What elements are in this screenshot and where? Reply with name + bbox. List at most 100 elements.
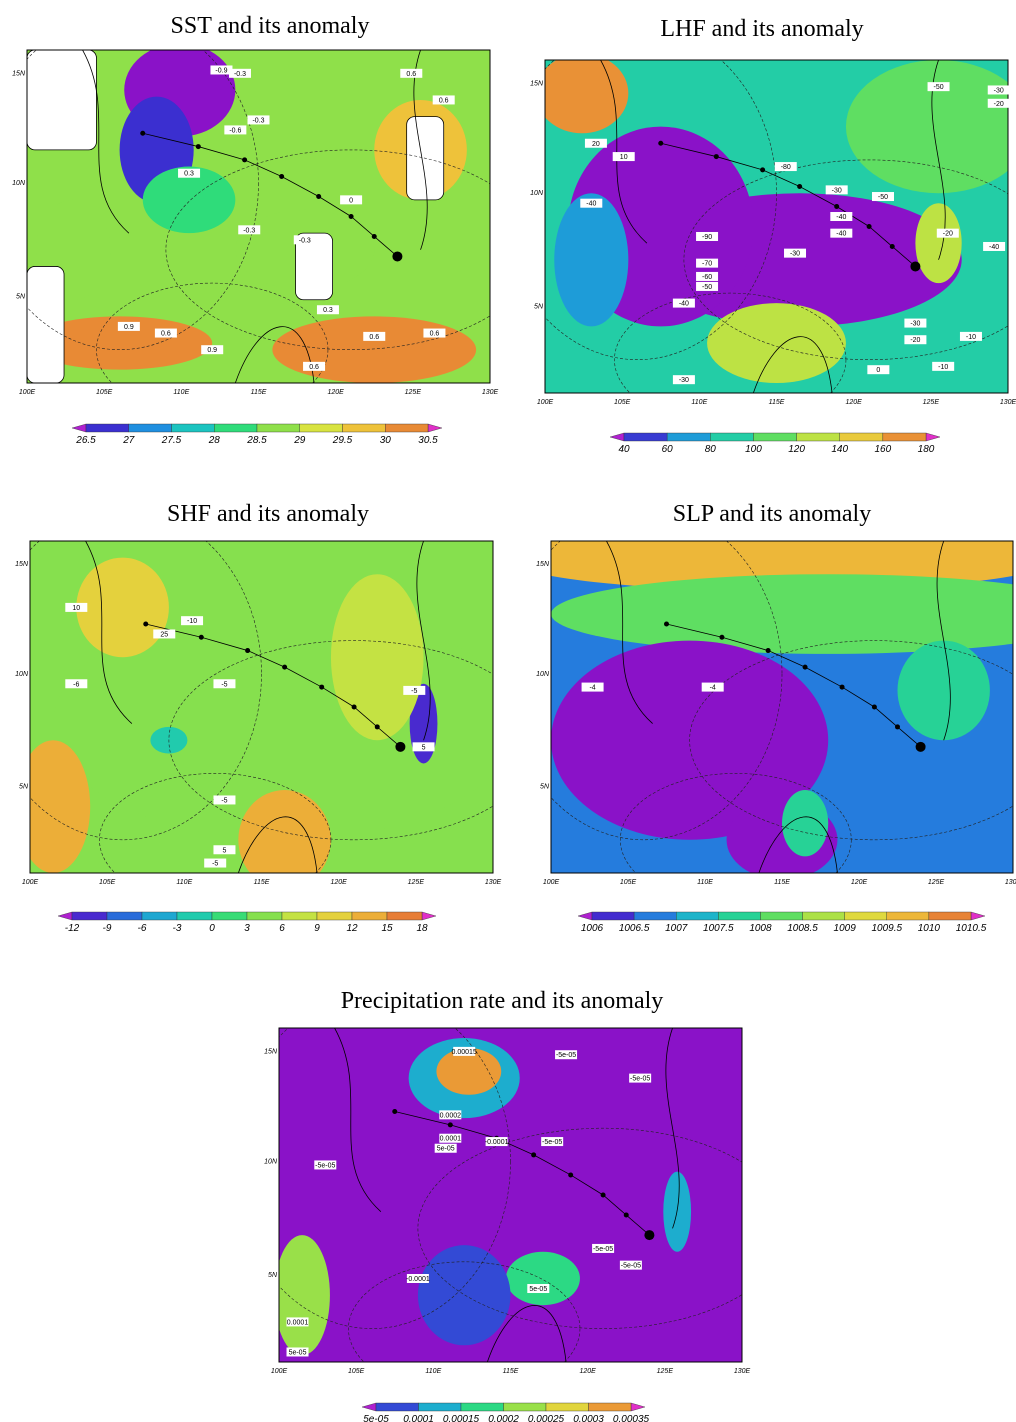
contour-label: -20 <box>910 337 920 344</box>
contour-label-bg <box>117 321 140 331</box>
contour-label-bg <box>210 65 233 75</box>
contour-line <box>96 282 329 383</box>
contour-label-bg <box>555 1050 578 1060</box>
colorbar-label: 12 <box>346 923 358 934</box>
contour-label: -0.6 <box>229 127 241 134</box>
contour-label-bg <box>592 1243 615 1253</box>
colorbar-box <box>385 423 429 433</box>
contour-label-bg <box>213 845 236 855</box>
contour-label: 0.6 <box>309 364 319 371</box>
shaded-region <box>142 166 236 234</box>
colorbar-label: 26.5 <box>75 435 96 446</box>
contour-label-bg <box>400 68 423 78</box>
contour-label-bg <box>784 248 807 258</box>
contour-label: -5e-05 <box>630 1076 650 1083</box>
contour-label: 25 <box>160 631 168 638</box>
contour-label: -50 <box>702 284 712 291</box>
colorbar-box <box>176 911 213 921</box>
coastline <box>85 541 431 873</box>
contour-label: 0.0001 <box>287 1319 309 1326</box>
track-point <box>600 1192 606 1198</box>
track-point <box>644 1230 655 1241</box>
shaded-region <box>782 790 829 857</box>
colorbar-box <box>591 911 635 921</box>
y-tick-label: 10N <box>536 671 550 678</box>
contour-label: -10 <box>966 334 976 341</box>
colorbar-label: 0.00035 <box>613 1414 650 1422</box>
contour-label: -5 <box>221 681 227 688</box>
contour-label-bg <box>987 85 1010 95</box>
contour-label: 0.0002 <box>440 1112 462 1119</box>
x-tick-label: 105E <box>614 399 631 406</box>
map-frame <box>544 59 1009 394</box>
contour-label: 0.6 <box>439 97 449 104</box>
colorbar-label: 1009.5 <box>871 923 902 934</box>
contour-line <box>27 50 259 350</box>
map-panel: SST and its anomaly -0.9 -0.3 -0.6 -0.3 0.3 0.… <box>12 13 498 446</box>
contour-label-bg <box>403 685 426 695</box>
colorbar-label: -6 <box>138 923 147 934</box>
track-point <box>910 261 921 272</box>
shaded-region <box>505 1251 580 1306</box>
colorbar-end <box>421 911 437 921</box>
contour-label-bg <box>619 1260 642 1270</box>
contour-label: -5e-05 <box>556 1052 576 1059</box>
shaded-region <box>436 1048 502 1095</box>
contour-label: -5 <box>212 861 218 868</box>
colorbar-end <box>925 432 941 442</box>
contour-label-bg <box>959 331 982 341</box>
contour-label: -5e-05 <box>621 1263 641 1270</box>
colorbar-label: 30 <box>380 435 392 446</box>
contour-label: -60 <box>702 274 712 281</box>
colorbar-box <box>710 432 754 442</box>
contour-label: 5e-05 <box>437 1146 455 1153</box>
shaded-region <box>30 740 91 873</box>
panel-title: SHF and its anomaly <box>167 501 369 527</box>
contour-line <box>689 640 1013 841</box>
colorbar-box <box>256 423 300 433</box>
colorbar-end <box>970 911 986 921</box>
contour-label: 5 <box>422 744 426 751</box>
contour-label-bg <box>363 331 386 341</box>
track-point <box>713 154 719 160</box>
contour-label: -5e-05 <box>315 1162 335 1169</box>
track-point <box>392 1109 398 1114</box>
y-tick-label: 5N <box>534 303 544 310</box>
contour-label: -20 <box>943 231 953 238</box>
track-point <box>447 1122 453 1128</box>
contour-label: -20 <box>994 101 1004 108</box>
colorbar-label: 18 <box>416 923 428 934</box>
shaded-region <box>707 303 846 384</box>
shaded-region <box>76 557 169 658</box>
colorbar-box <box>299 423 343 433</box>
contour-label-bg <box>672 298 695 308</box>
x-tick-label: 120E <box>845 399 862 406</box>
x-tick-label: 110E <box>176 879 192 886</box>
track-point <box>531 1152 537 1158</box>
track-point <box>279 174 285 180</box>
colorbar-box <box>760 911 803 921</box>
y-tick-label: 5N <box>19 784 29 791</box>
contour-label: -50 <box>878 194 888 201</box>
shaded-region <box>272 316 477 383</box>
colorbar-box <box>106 911 143 921</box>
colorbar-box <box>418 1402 462 1412</box>
x-tick-label: 115E <box>254 879 270 886</box>
contour-label: -90 <box>702 234 712 241</box>
contour-label: -6 <box>73 681 79 688</box>
land-mask <box>295 232 333 301</box>
contour-label: -80 <box>781 164 791 171</box>
colorbar-box <box>386 911 423 921</box>
contour-label-bg <box>153 629 176 639</box>
panel-title: Precipitation rate and its anomaly <box>341 988 664 1014</box>
colorbar-box <box>211 911 248 921</box>
contour-label: -0.3 <box>234 71 246 78</box>
contour-label: 0 <box>349 197 353 204</box>
colorbar-label: 0.0003 <box>573 1414 604 1422</box>
x-tick-label: 105E <box>96 389 113 396</box>
x-tick-label: 120E <box>327 389 344 396</box>
x-tick-label: 125E <box>405 389 422 396</box>
track-point <box>371 233 377 239</box>
x-tick-label: 120E <box>330 879 347 886</box>
